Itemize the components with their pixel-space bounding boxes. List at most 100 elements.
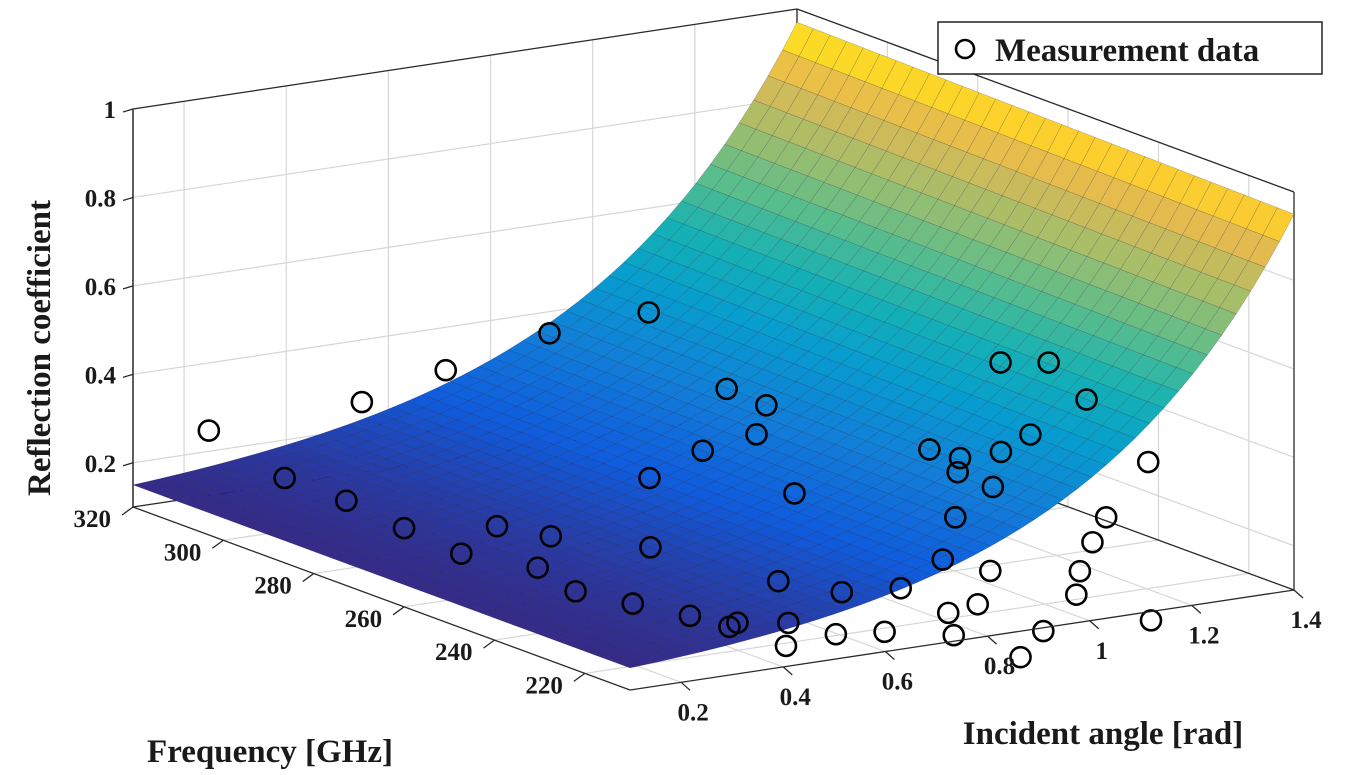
measurement-point	[944, 506, 967, 529]
measurement-point	[966, 592, 990, 616]
x-tick-label: 1	[1095, 638, 1108, 665]
z-tick-mark	[122, 108, 134, 113]
measurement-point	[989, 440, 1013, 464]
measurement-point	[946, 460, 969, 484]
measurement-point	[1009, 645, 1032, 669]
y-tick-mark	[483, 639, 495, 649]
measurement-point	[936, 601, 960, 625]
z-tick-label: 0.8	[85, 185, 116, 212]
x-axis-line	[629, 589, 1295, 691]
z-tick-mark	[122, 373, 134, 378]
x-tick-label: 1.2	[1188, 622, 1219, 649]
z-tick-label: 1	[104, 97, 117, 124]
x-tick-mark	[680, 681, 691, 691]
measurement-point	[637, 301, 660, 324]
measurement-point	[777, 611, 800, 635]
measurement-point	[564, 580, 587, 603]
x-tick-label: 1.4	[1290, 607, 1322, 634]
measurement-point	[948, 446, 972, 470]
y-tick-label: 260	[345, 606, 383, 633]
measurement-point	[335, 489, 358, 513]
measurement-point	[1139, 609, 1163, 632]
measurement-point	[774, 634, 798, 658]
measurement-point	[197, 419, 221, 442]
legend-box	[937, 21, 1323, 75]
measurement-point	[1065, 583, 1088, 606]
legend-marker	[954, 38, 976, 60]
measurement-point	[639, 536, 662, 559]
measurement-point	[873, 620, 896, 644]
measurement-point	[718, 615, 741, 639]
x-tick-label: 0.4	[780, 684, 812, 711]
measurement-point	[889, 576, 913, 600]
measurement-point	[1019, 423, 1042, 446]
y-tick-mark	[121, 506, 134, 516]
measurement-point	[1136, 450, 1160, 474]
z-tick-mark	[122, 462, 134, 467]
z-axis-label: Reflection coefficient	[22, 200, 58, 496]
x-tick-label: 0.8	[984, 653, 1015, 680]
measurement-point	[1068, 559, 1092, 583]
measurement-point	[715, 377, 738, 401]
y-tick-mark	[302, 573, 315, 583]
y-tick-label: 240	[435, 639, 473, 666]
legend: Measurement data	[937, 21, 1323, 75]
legend-entry-measurement: Measurement data	[995, 33, 1259, 69]
x-tick-mark	[782, 666, 793, 676]
measurement-point	[539, 524, 563, 548]
z-tick-label: 0.2	[85, 451, 116, 478]
measurement-point	[621, 592, 645, 615]
surface-patch	[1262, 207, 1295, 242]
measurement-point	[783, 482, 806, 505]
x-tick-mark	[884, 651, 895, 661]
y-axis-line	[132, 506, 631, 691]
x-tick-mark	[1089, 620, 1100, 630]
y-tick-label: 300	[164, 539, 202, 566]
x-tick-mark	[1191, 604, 1202, 614]
measurement-point	[931, 548, 955, 571]
measurement-point	[538, 321, 561, 345]
measurement-point	[526, 556, 549, 579]
x-axis-label: Incident angle [rad]	[963, 716, 1244, 752]
surface-layer	[132, 21, 1295, 669]
measurement-point	[350, 390, 374, 414]
x-tick-label: 0.2	[677, 699, 708, 726]
measurement-point	[981, 475, 1005, 499]
measurement-point	[485, 514, 509, 538]
box-edge	[132, 8, 798, 110]
z-tick-mark	[122, 196, 134, 202]
y-tick-label: 280	[254, 573, 292, 600]
z-tick-mark	[122, 285, 134, 290]
measurement-point	[767, 569, 790, 593]
measurement-point	[942, 623, 966, 647]
y-tick-mark	[392, 606, 405, 616]
measurement-point	[1032, 619, 1055, 643]
measurement-point	[1081, 530, 1104, 554]
y-tick-label: 220	[525, 672, 563, 699]
measurement-point	[434, 358, 458, 382]
grid-line-y-floor	[584, 572, 1249, 674]
measurement-point	[978, 559, 1002, 583]
z-tick-label: 0.6	[85, 274, 116, 301]
x-tick-label: 0.6	[882, 669, 913, 696]
axes-layer: 0.2 0.4 0.6 0.8 1 220 240 260 280 300 320 0.2 0.4 0.6…	[74, 97, 1323, 726]
box-edge	[796, 8, 1295, 193]
y-tick-mark	[573, 672, 586, 682]
measurement-point	[273, 466, 296, 490]
measurement-point	[830, 580, 854, 604]
measurement-point	[638, 466, 661, 490]
measurement-point	[755, 393, 778, 417]
measurement-point	[745, 423, 768, 446]
y-tick-mark	[211, 539, 224, 549]
measurement-point	[824, 622, 848, 646]
measurement-point	[1094, 505, 1118, 529]
measurement-point	[691, 439, 714, 463]
x-tick-mark	[987, 635, 997, 645]
y-axis-label: Frequency [GHz]	[147, 734, 393, 770]
measurement-point	[1075, 388, 1098, 411]
measurement-point	[449, 542, 473, 565]
measurement-point	[989, 351, 1012, 374]
y-tick-label: 320	[74, 506, 112, 533]
measurement-points	[197, 301, 1163, 669]
